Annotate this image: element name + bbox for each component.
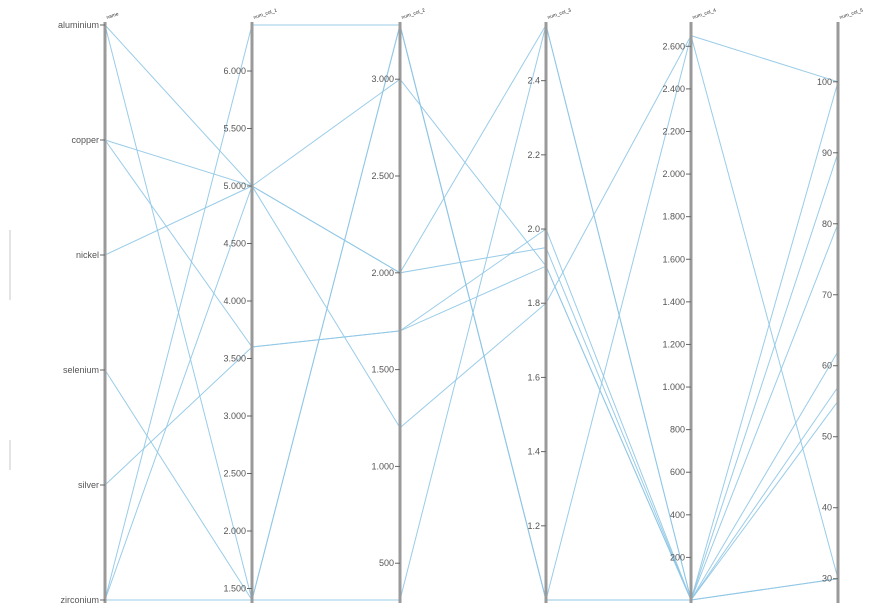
tick-label: 3.000 <box>223 411 246 421</box>
tick-label: selenium <box>63 365 99 375</box>
tick-label: 2.500 <box>371 171 394 181</box>
tick-label: 1.500 <box>371 365 394 375</box>
axis-title: num_col_2 <box>401 8 426 21</box>
tick-label: 1.8 <box>527 298 540 308</box>
series-line <box>104 24 839 602</box>
tick-label: 2.4 <box>527 76 540 86</box>
tick-label: 5.000 <box>223 181 246 191</box>
tick-label: silver <box>78 480 99 490</box>
tick-label: 6.000 <box>223 66 246 76</box>
tick-label: zirconium <box>60 595 99 605</box>
tick-label: 90 <box>822 148 832 158</box>
tick-label: 60 <box>822 361 832 371</box>
series-line <box>104 24 839 601</box>
tick-label: 1.6 <box>527 372 540 382</box>
tick-label: 2.200 <box>662 126 685 136</box>
series-line <box>105 24 839 601</box>
axis-col_4: num_col_4 200 400 600 800 1.000 1.200 1.400 1.60… <box>662 8 717 603</box>
tick-label: 800 <box>670 425 685 435</box>
axis-title: num_col_5 <box>839 8 864 21</box>
tick-label: 40 <box>822 503 832 513</box>
axis-title: name <box>106 11 120 21</box>
tick-label: 80 <box>822 219 832 229</box>
tick-label: 2.2 <box>527 150 540 160</box>
tick-label: 3.500 <box>223 354 246 364</box>
tick-label: 2.0 <box>527 224 540 234</box>
tick-label: 30 <box>822 574 832 584</box>
tick-label: 1.000 <box>662 382 685 392</box>
axes: name aluminium copper nickel selenium silver z… <box>58 8 864 605</box>
axis-title: num_col_4 <box>692 8 717 21</box>
series-lines <box>104 23 839 602</box>
tick-label: aluminium <box>58 20 99 30</box>
tick-label: 1.4 <box>527 447 540 457</box>
tick-label: 2.500 <box>223 469 246 479</box>
tick-label: 70 <box>822 290 832 300</box>
series-line <box>104 24 839 602</box>
tick-label: 200 <box>670 552 685 562</box>
series-line <box>104 24 839 601</box>
tick-label: 1.600 <box>662 254 685 264</box>
tick-label: 1.200 <box>662 339 685 349</box>
axis-title: num_col_1 <box>253 8 278 21</box>
series-line <box>104 23 839 602</box>
tick-label: 400 <box>670 510 685 520</box>
axis-col_1: num_col_1 1.500 2.000 2.500 3.000 3.500 4.000 4… <box>223 8 278 603</box>
tick-label: 2.600 <box>662 41 685 51</box>
tick-label: 1.500 <box>223 584 246 594</box>
tick-label: 5.500 <box>223 124 246 134</box>
tick-label: 600 <box>670 467 685 477</box>
tick-label: copper <box>71 135 99 145</box>
tick-label: 2.000 <box>662 169 685 179</box>
tick-label: 1.2 <box>527 521 540 531</box>
tick-label: nickel <box>76 250 99 260</box>
axis-col_3: num_col_3 1.2 1.4 1.6 1.8 2.0 2.2 2.4 <box>527 8 572 603</box>
tick-label: 100 <box>817 77 832 87</box>
tick-label: 1.400 <box>662 297 685 307</box>
tick-label: 4.000 <box>223 296 246 306</box>
axis-col_5: num_col_5 30 40 50 60 70 80 90 100 <box>817 8 864 603</box>
tick-label: 2.400 <box>662 84 685 94</box>
series-line <box>104 265 839 602</box>
axis-title: num_col_3 <box>547 8 572 21</box>
tick-label: 3.000 <box>371 74 394 84</box>
series-line <box>104 34 839 601</box>
tick-label: 500 <box>379 558 394 568</box>
series-line <box>104 78 839 602</box>
tick-label: 1.000 <box>371 461 394 471</box>
series-line <box>104 139 839 602</box>
tick-label: 1.800 <box>662 212 685 222</box>
tick-label: 50 <box>822 432 832 442</box>
tick-label: 2.000 <box>223 526 246 536</box>
tick-label: 2.000 <box>371 268 394 278</box>
tick-label: 4.500 <box>223 239 246 249</box>
axis-col_0: name aluminium copper nickel selenium silver z… <box>58 11 120 605</box>
